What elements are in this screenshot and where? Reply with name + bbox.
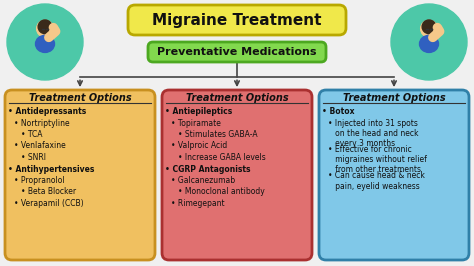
Text: • SNRI: • SNRI bbox=[21, 153, 46, 162]
Circle shape bbox=[38, 20, 52, 34]
Ellipse shape bbox=[419, 35, 438, 52]
Text: • Nortriptyline: • Nortriptyline bbox=[14, 118, 70, 127]
Circle shape bbox=[7, 4, 83, 80]
Text: • Topiramate: • Topiramate bbox=[171, 118, 221, 127]
Text: • Galcanezumab: • Galcanezumab bbox=[171, 176, 235, 185]
Circle shape bbox=[36, 20, 54, 37]
Text: • Beta Blocker: • Beta Blocker bbox=[21, 188, 76, 197]
Text: • Verapamil (CCB): • Verapamil (CCB) bbox=[14, 199, 83, 208]
Circle shape bbox=[422, 20, 436, 34]
Text: • Antidepressants: • Antidepressants bbox=[8, 107, 86, 116]
Text: • Venlafaxine: • Venlafaxine bbox=[14, 142, 66, 151]
Text: • Antiepileptics: • Antiepileptics bbox=[165, 107, 232, 116]
Text: Treatment Options: Treatment Options bbox=[186, 93, 288, 103]
Text: • CGRP Antagonists: • CGRP Antagonists bbox=[165, 164, 250, 173]
FancyBboxPatch shape bbox=[148, 42, 326, 62]
FancyBboxPatch shape bbox=[319, 90, 469, 260]
Text: • Rimegepant: • Rimegepant bbox=[171, 199, 225, 208]
Text: • TCA: • TCA bbox=[21, 130, 43, 139]
Text: • Valproic Acid: • Valproic Acid bbox=[171, 142, 227, 151]
Circle shape bbox=[391, 4, 467, 80]
Text: • Injected into 31 spots
   on the head and neck
   every 3 months: • Injected into 31 spots on the head and… bbox=[328, 118, 419, 148]
FancyBboxPatch shape bbox=[5, 90, 155, 260]
Text: • Monoclonal antibody: • Monoclonal antibody bbox=[178, 188, 265, 197]
Text: • Effective for chronic
   migraines without relief
   from other treatments: • Effective for chronic migraines withou… bbox=[328, 145, 427, 174]
Text: Preventative Medications: Preventative Medications bbox=[157, 47, 317, 57]
Text: Treatment Options: Treatment Options bbox=[343, 93, 445, 103]
Text: • Botox: • Botox bbox=[322, 107, 355, 116]
Text: • Can cause head & neck
   pain, eyelid weakness: • Can cause head & neck pain, eyelid wea… bbox=[328, 172, 425, 190]
Text: • Propranolol: • Propranolol bbox=[14, 176, 64, 185]
Text: • Stimulates GABA-A: • Stimulates GABA-A bbox=[178, 130, 258, 139]
Circle shape bbox=[420, 20, 438, 37]
Text: • Antihypertensives: • Antihypertensives bbox=[8, 164, 94, 173]
Text: • Increase GABA levels: • Increase GABA levels bbox=[178, 153, 266, 162]
Text: Treatment Options: Treatment Options bbox=[29, 93, 131, 103]
FancyBboxPatch shape bbox=[162, 90, 312, 260]
Text: Migraine Treatment: Migraine Treatment bbox=[152, 13, 322, 27]
Ellipse shape bbox=[36, 35, 55, 52]
FancyBboxPatch shape bbox=[128, 5, 346, 35]
